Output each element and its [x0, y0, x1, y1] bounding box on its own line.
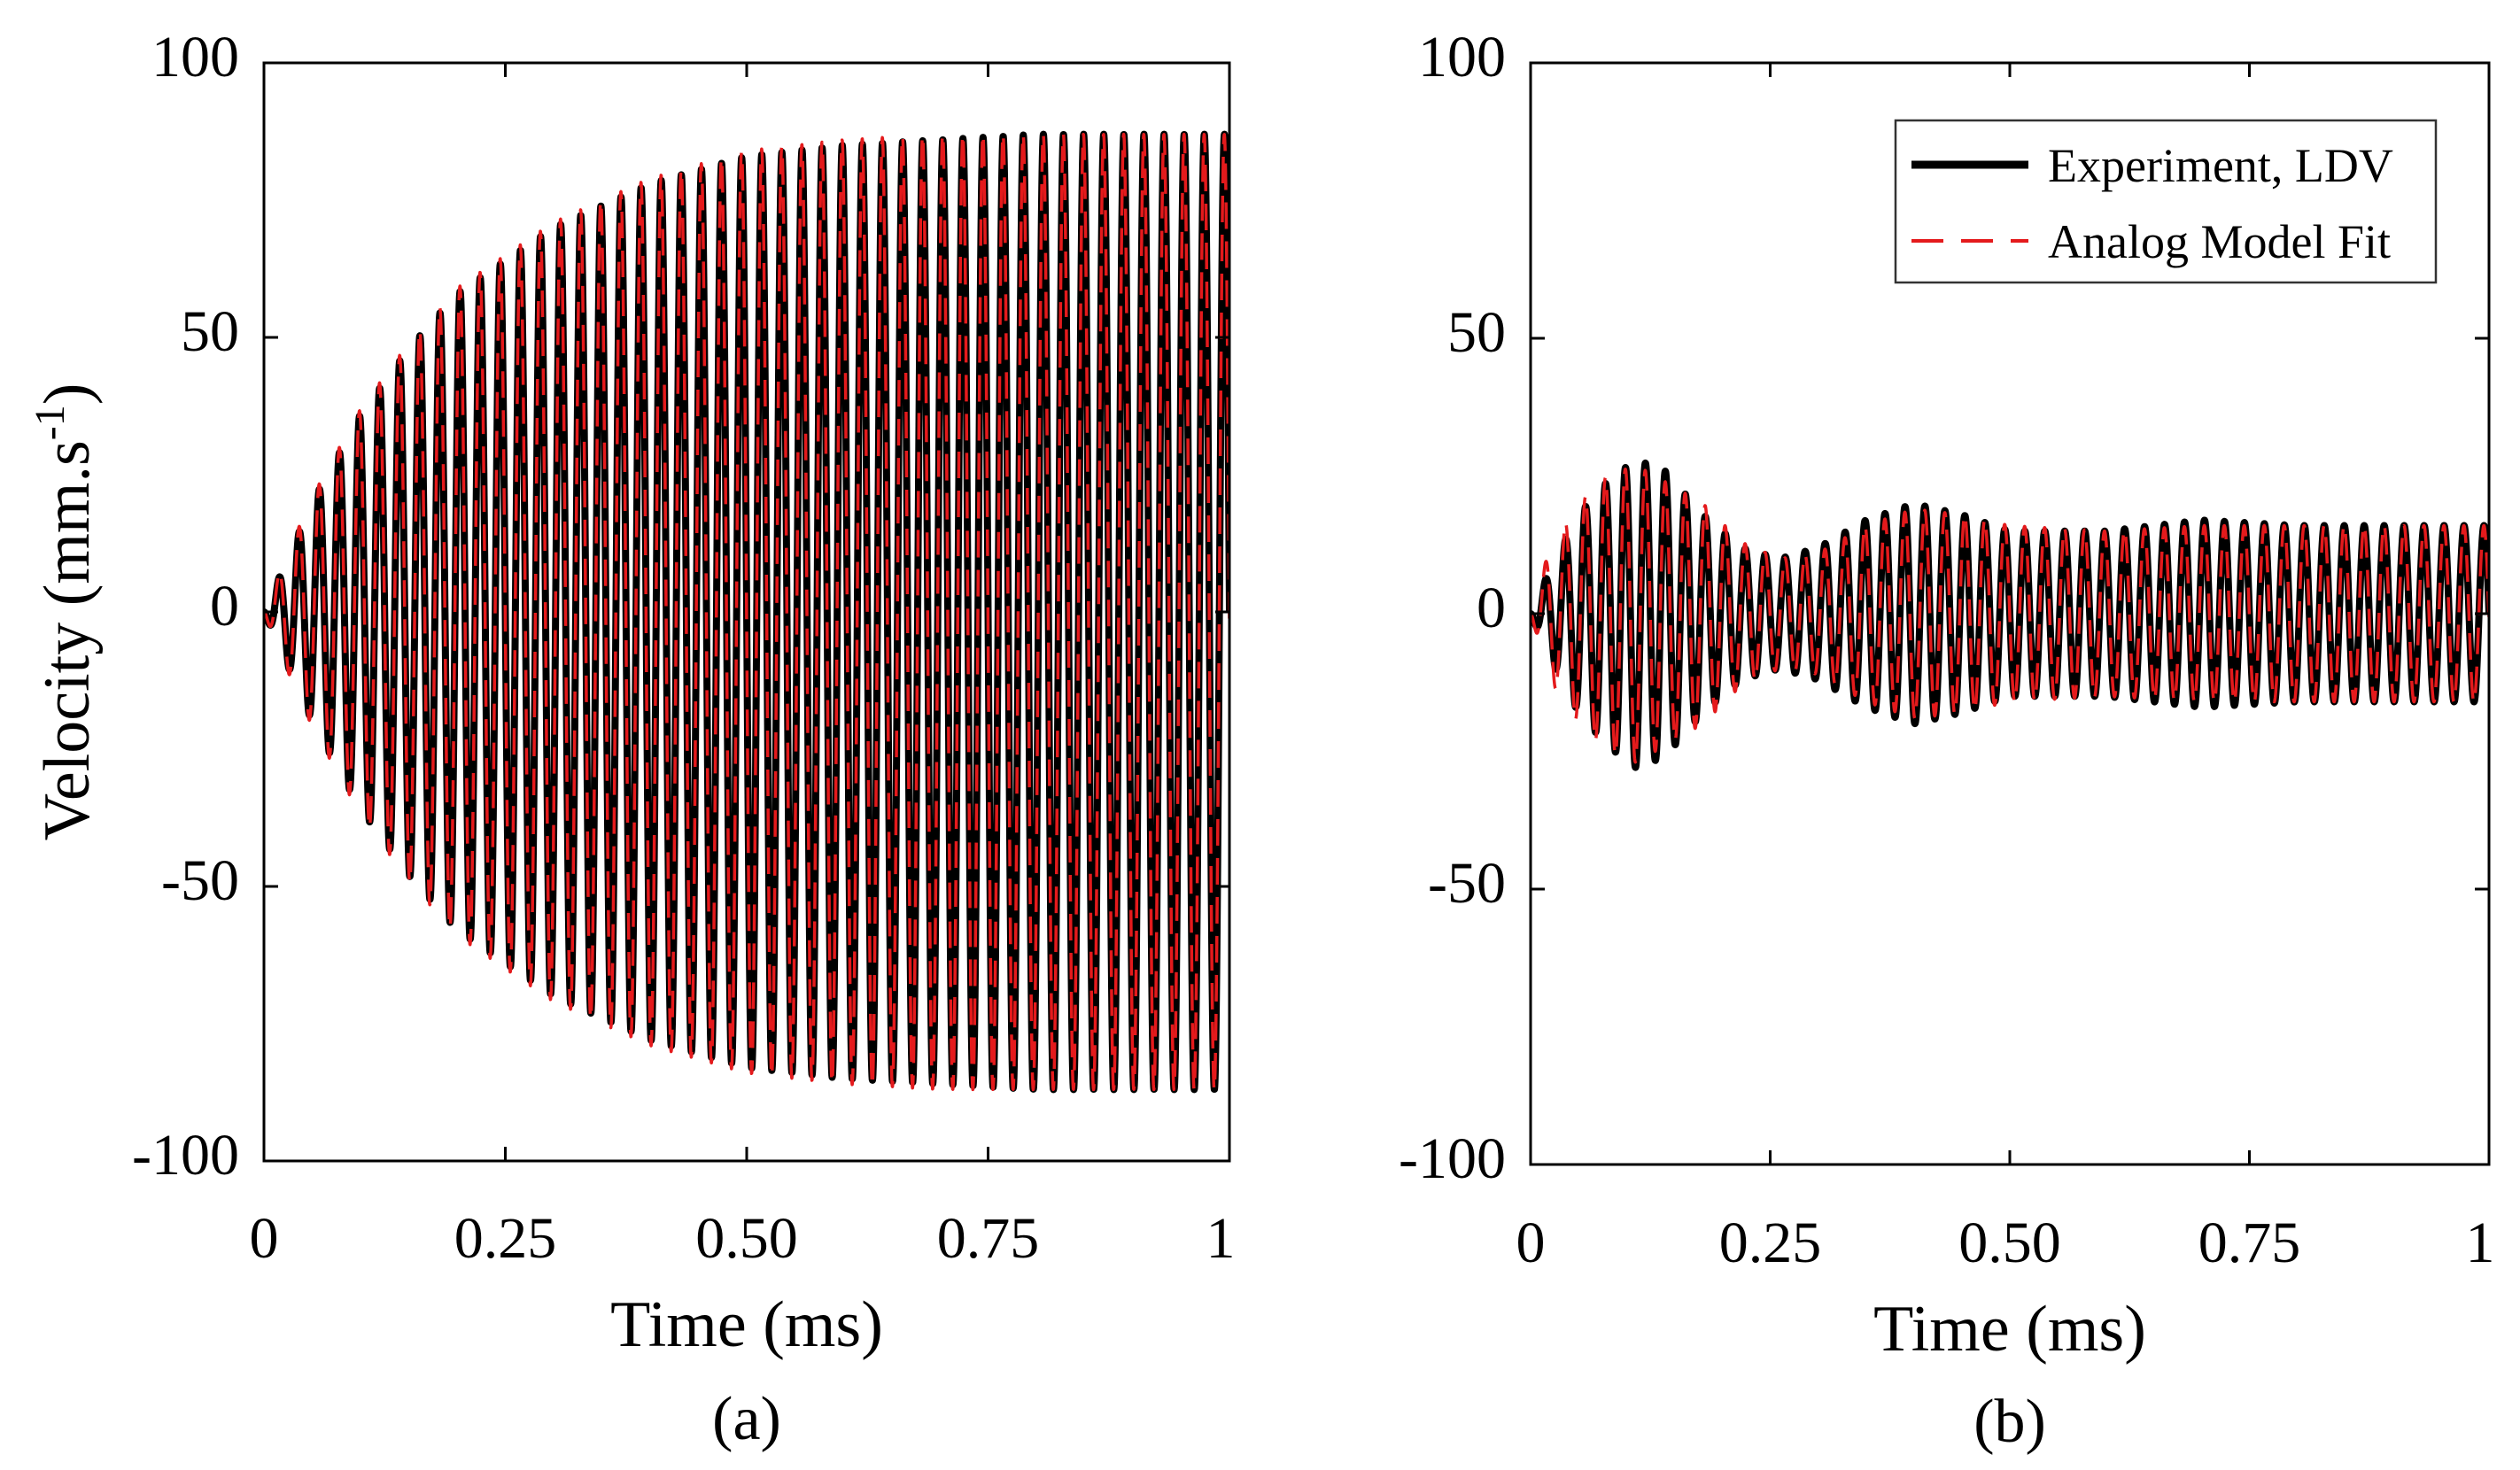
- x-tick-label: 0.50: [695, 1206, 798, 1271]
- y-axis-label-close: ): [31, 383, 104, 406]
- y-tick-label: 100: [151, 25, 239, 89]
- x-tick-label: 0.25: [1719, 1211, 1822, 1275]
- x-tick-label: 0.75: [2198, 1211, 2301, 1275]
- x-tick-label: 1: [1206, 1206, 1236, 1271]
- y-tick-labels-a: 100 50 0 -50 -100: [132, 25, 239, 1188]
- legend-box: [1894, 119, 2438, 284]
- x-tick-label: 0: [250, 1206, 279, 1271]
- x-tick-label: 0.75: [937, 1206, 1040, 1271]
- x-tick-label: 0: [1516, 1211, 1546, 1275]
- y-tick-label: 0: [1477, 576, 1506, 640]
- y-tick-label: 100: [1418, 25, 1506, 89]
- y-tick-label: -50: [1428, 851, 1506, 916]
- y-axis-label-sup: -1: [27, 405, 74, 440]
- x-tick-labels-b: 0 0.25 0.50 0.75 1: [1516, 1211, 2495, 1275]
- chart-panel-b: 100 50 0 -50 -100 0 0.25 0.50 0.75 1 Tim…: [1399, 25, 2494, 1456]
- y-tick-label: 0: [210, 574, 239, 638]
- y-tick-label: 50: [181, 299, 239, 364]
- y-tick-labels-b: 100 50 0 -50 -100: [1399, 25, 1506, 1191]
- legend-label-experiment: Experiment, LDV: [2048, 139, 2393, 192]
- caption-a: (a): [712, 1385, 781, 1453]
- chart-panel-a: 100 50 0 -50 -100 0 0.25 0.50 0.75 1 Tim…: [27, 25, 1236, 1453]
- x-tick-label: 0.25: [454, 1206, 557, 1271]
- x-axis-label-b: Time (ms): [1873, 1293, 2146, 1366]
- y-axis-label-main: Velocity (mm.s: [31, 440, 104, 840]
- ticks-b: [1529, 61, 2491, 1166]
- y-tick-label: 50: [1447, 300, 1506, 365]
- caption-b: (b): [1973, 1388, 2046, 1456]
- x-axis-label-a: Time (ms): [610, 1288, 883, 1361]
- y-axis-label-a: Velocity (mm.s-1): [27, 383, 104, 841]
- series-group-a: [264, 130, 1229, 1094]
- series-group-b: [1531, 459, 2489, 771]
- ticks-a: [262, 61, 1231, 1163]
- y-tick-label: -100: [1399, 1126, 1506, 1191]
- x-tick-labels-a: 0 0.25 0.50 0.75 1: [250, 1206, 1236, 1271]
- x-tick-label: 1: [2466, 1211, 2495, 1275]
- legend-label-model: Analog Model Fit: [2048, 215, 2391, 268]
- y-tick-label: -50: [161, 848, 239, 913]
- y-tick-label: -100: [132, 1123, 239, 1188]
- legend-b: Experiment, LDV Analog Model Fit: [1894, 119, 2438, 284]
- series-line-analog-model-fit: [264, 132, 1229, 1092]
- x-tick-label: 0.50: [1958, 1211, 2061, 1275]
- series-line-analog-model-fit: [1531, 468, 2489, 764]
